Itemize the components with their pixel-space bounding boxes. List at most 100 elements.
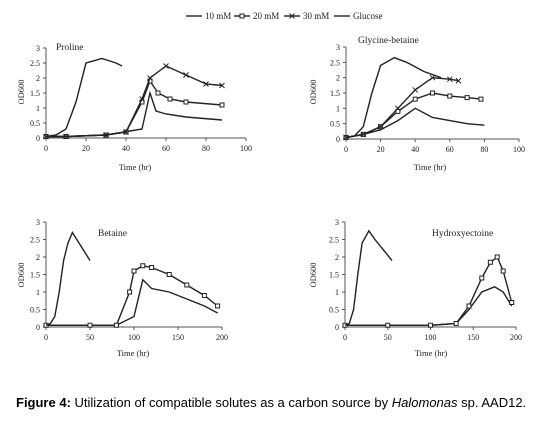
y-tick-label: 3 (335, 218, 339, 227)
series-line (345, 107, 485, 139)
legend-label: 30 mM (303, 11, 329, 21)
data-point (377, 123, 384, 130)
series-line (345, 56, 442, 139)
y-tick-label: 2 (335, 253, 339, 262)
data-point (479, 275, 485, 281)
panel-title: Hydroxyectoine (432, 229, 493, 239)
legend-item-10-mm: 10 mM (186, 11, 231, 21)
data-point (166, 272, 172, 277)
data-point (183, 99, 189, 105)
data-point (385, 322, 391, 328)
panel-title: Proline (56, 43, 83, 53)
x-tick-label: 200 (216, 333, 228, 342)
x-tick-label: 60 (162, 144, 170, 153)
data-point (140, 263, 146, 269)
y-tick-label: 2 (36, 74, 40, 83)
y-tick-label: 0 (336, 135, 340, 144)
y-tick-label: 0.5 (30, 119, 40, 128)
y-axis-title: OD600 (16, 262, 26, 287)
data-point (453, 321, 459, 326)
chart-panel-glycine-betaine: 0 20 40 60 80 100 0 0.5 1 1.5 2 2.5 3 Glycine-betaine… (308, 36, 525, 172)
data-point (131, 268, 137, 274)
series-30-mm (343, 74, 462, 141)
x-tick-label: 60 (446, 145, 454, 154)
legend-marker (239, 13, 245, 19)
data-point (139, 96, 145, 102)
y-tick-label: 1.5 (330, 89, 340, 98)
data-point (147, 75, 153, 81)
data-point (478, 96, 484, 102)
legend: 10 mM 20 mM 30 mM Glucose (186, 11, 383, 21)
x-tick-label: 80 (202, 144, 210, 153)
data-point (219, 102, 225, 108)
series-line (46, 278, 218, 326)
data-point (412, 96, 418, 102)
x-axis-title: Time (hr) (415, 348, 448, 358)
series-20-mm (342, 254, 515, 328)
series-line (46, 79, 223, 138)
data-point (494, 254, 500, 260)
y-tick-label: 0.5 (30, 306, 40, 315)
series-line (46, 265, 219, 326)
y-tick-label: 0 (335, 323, 339, 332)
data-point (113, 322, 119, 328)
legend-item-20-mm: 20 mM (234, 11, 279, 21)
y-axis-title: OD600 (308, 262, 318, 287)
y-tick-label: 1 (335, 288, 339, 297)
data-point (155, 90, 161, 96)
data-point (429, 74, 436, 81)
data-point (430, 90, 435, 96)
y-tick-label: 0.5 (329, 306, 339, 315)
y-tick-label: 2.5 (330, 58, 340, 67)
chart-panel-betaine: 0 50 100 150 200 0 0.5 1 1.5 2 2.5 3 Betaine Time (hr… (16, 218, 228, 358)
x-tick-label: 0 (44, 144, 48, 153)
data-point (219, 82, 225, 89)
series-line (45, 57, 123, 138)
data-point (509, 300, 515, 305)
panel-title: Glycine-betaine (358, 36, 419, 46)
x-tick-label: 100 (240, 144, 252, 153)
series-line (345, 76, 459, 139)
series-glucose (345, 56, 442, 139)
data-point (167, 96, 173, 102)
data-point (183, 72, 189, 78)
data-point (395, 105, 401, 112)
data-point (127, 289, 133, 295)
x-tick-label: 50 (86, 333, 94, 342)
x-tick-label: 50 (384, 333, 392, 342)
data-point (428, 322, 433, 328)
figure-caption: Figure 4: Utilization of compatible solu… (16, 394, 528, 411)
data-point (184, 282, 190, 288)
data-point (447, 93, 453, 99)
data-point (466, 303, 472, 309)
x-tick-label: 0 (344, 145, 348, 154)
series-30-mm (43, 63, 225, 140)
chart-panel-hydroxyectoine: 0 50 100 150 200 0 0.5 1 1.5 2 2.5 3 Hydroxyectoine T… (308, 218, 522, 358)
x-tick-label: 150 (467, 333, 479, 342)
y-tick-label: 1.5 (30, 271, 40, 280)
data-point (215, 303, 221, 309)
data-point (201, 293, 207, 298)
data-point (500, 268, 506, 274)
series-10-mm (46, 278, 218, 326)
y-tick-label: 2 (336, 74, 340, 83)
data-point (203, 81, 209, 87)
y-axis-title: OD600 (16, 79, 26, 104)
x-tick-label: 150 (172, 333, 184, 342)
x-tick-label: 0 (343, 333, 347, 342)
y-tick-label: 2.5 (329, 236, 339, 245)
data-point (360, 131, 367, 138)
y-tick-label: 0 (36, 134, 40, 143)
y-tick-label: 0.5 (330, 120, 340, 129)
series-10-mm (345, 286, 513, 326)
caption-label: Figure 4: (16, 395, 71, 410)
data-point (123, 129, 129, 135)
data-point (149, 265, 155, 270)
series-line (46, 65, 223, 138)
series-line (345, 286, 513, 326)
x-axis-title: Time (hr) (119, 162, 152, 172)
x-tick-label: 20 (82, 144, 90, 153)
series-10-mm (345, 107, 485, 139)
